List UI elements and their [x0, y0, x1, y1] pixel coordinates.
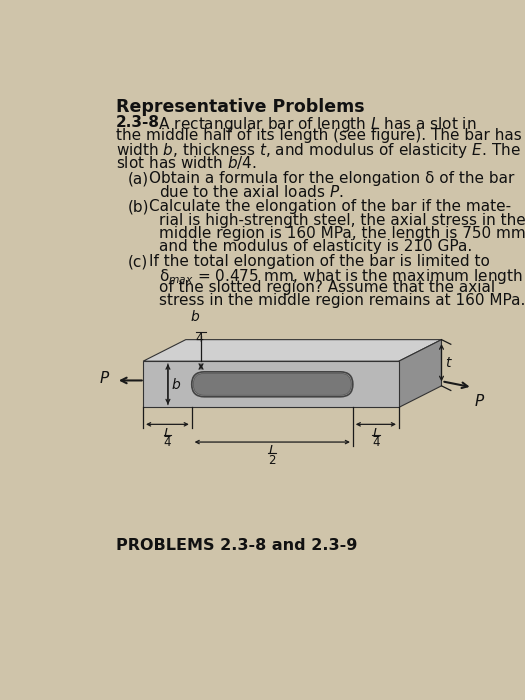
Text: $L$: $L$ — [268, 444, 277, 457]
Text: $b$: $b$ — [190, 309, 200, 324]
Text: $L$: $L$ — [163, 427, 172, 440]
Text: $L$: $L$ — [372, 427, 380, 440]
Text: $b$: $b$ — [171, 377, 181, 392]
Text: PROBLEMS 2.3-8 and 2.3-9: PROBLEMS 2.3-8 and 2.3-9 — [116, 538, 358, 553]
Text: 2: 2 — [268, 454, 276, 467]
Text: 2.3-8: 2.3-8 — [116, 115, 160, 130]
Text: (c): (c) — [128, 254, 148, 270]
Text: $t$: $t$ — [445, 356, 453, 370]
Text: If the total elongation of the bar is limited to: If the total elongation of the bar is li… — [149, 254, 489, 270]
Text: δ$_{max}$ = 0.475 mm, what is the maximum length: δ$_{max}$ = 0.475 mm, what is the maximu… — [159, 267, 522, 286]
Polygon shape — [399, 340, 442, 407]
Text: (b): (b) — [128, 199, 149, 214]
Text: (a): (a) — [128, 171, 149, 186]
Text: width $b$, thickness $t$, and modulus of elasticity $E$. The: width $b$, thickness $t$, and modulus of… — [116, 141, 521, 160]
Text: 4: 4 — [195, 332, 203, 345]
Text: Obtain a formula for the elongation δ of the bar: Obtain a formula for the elongation δ of… — [149, 171, 514, 186]
Text: the middle half of its length (see figure). The bar has: the middle half of its length (see figur… — [116, 128, 522, 143]
Text: of the slotted region? Assume that the axial: of the slotted region? Assume that the a… — [159, 281, 495, 295]
Text: stress in the middle region remains at 160 MPa.: stress in the middle region remains at 1… — [159, 293, 525, 309]
Text: and the modulus of elasticity is 210 GPa.: and the modulus of elasticity is 210 GPa… — [159, 239, 472, 254]
Text: 4: 4 — [372, 436, 380, 449]
Text: $P$: $P$ — [99, 370, 111, 386]
FancyBboxPatch shape — [192, 372, 353, 397]
FancyBboxPatch shape — [193, 373, 351, 395]
Text: $P$: $P$ — [474, 393, 485, 409]
Polygon shape — [143, 340, 442, 361]
Text: Representative Problems: Representative Problems — [116, 98, 365, 116]
Text: rial is high-strength steel, the axial stress in the: rial is high-strength steel, the axial s… — [159, 213, 525, 228]
Text: due to the axial loads $P$.: due to the axial loads $P$. — [159, 184, 343, 200]
Text: slot has width $b$/4.: slot has width $b$/4. — [116, 154, 257, 171]
Text: A rectangular bar of length $L$ has a slot in: A rectangular bar of length $L$ has a sl… — [149, 115, 476, 134]
Text: middle region is 160 MPa, the length is 750 mm,: middle region is 160 MPa, the length is … — [159, 225, 525, 241]
Polygon shape — [143, 361, 399, 407]
Text: Calculate the elongation of the bar if the mate-: Calculate the elongation of the bar if t… — [149, 199, 511, 214]
Text: 4: 4 — [164, 436, 171, 449]
